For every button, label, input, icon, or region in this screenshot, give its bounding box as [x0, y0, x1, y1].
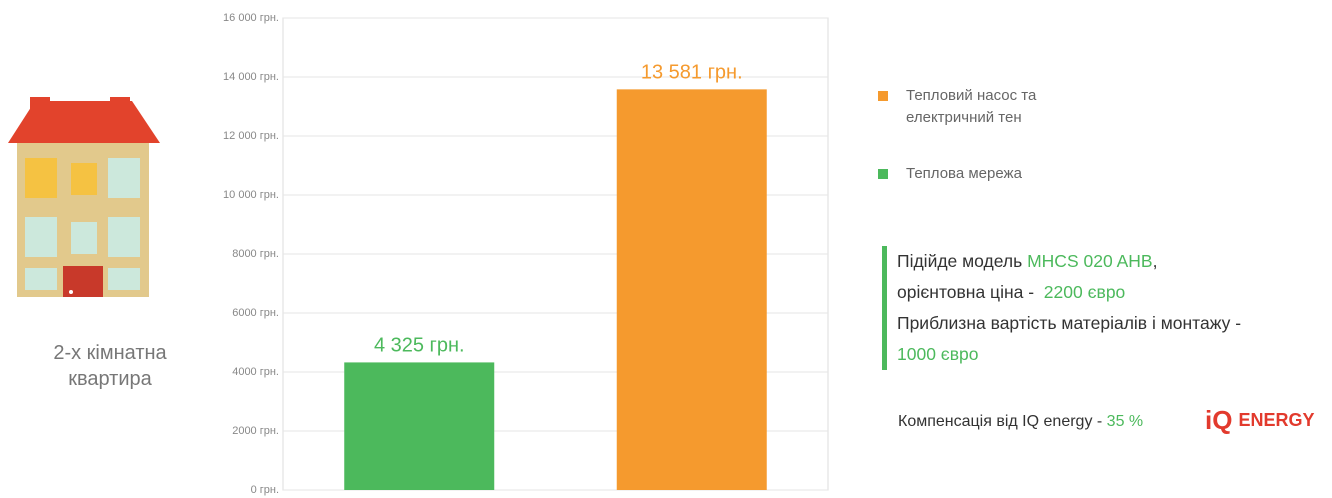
- y-tick-label: 12 000 грн.: [223, 130, 279, 142]
- house: [8, 97, 160, 297]
- info-line: орієнтовна ціна - 2200 євро: [897, 277, 1241, 308]
- info-line: Підійде модель MHCS 020 AHB,: [897, 246, 1241, 277]
- text: Приблизна вартість матеріалів і монтажу …: [897, 313, 1242, 333]
- compensation: Компенсація від IQ energy - 35 %: [898, 413, 1143, 431]
- logo: iQ ENERGY: [1205, 405, 1314, 436]
- text: орієнтовна ціна -: [897, 282, 1035, 302]
- legend-label: Тепловий насос та електричний тен: [906, 87, 1037, 126]
- legend-swatch: [878, 169, 888, 179]
- y-tick-label: 16 000 грн.: [223, 12, 279, 24]
- legend-item: Тепловий насос та електричний тен: [878, 85, 1096, 129]
- legend-item: Теплова мережа: [878, 163, 1096, 185]
- bar: [344, 362, 495, 490]
- y-tick-label: 0 грн.: [251, 484, 279, 496]
- legend-label: Теплова мережа: [906, 165, 1022, 182]
- price: 2200 євро: [1043, 282, 1126, 302]
- caption: 2-х кімнатна квартира: [53, 342, 167, 390]
- y-tick-label: 10 000 грн.: [223, 189, 279, 201]
- bar: [616, 89, 767, 490]
- y-tick-label: 2000 грн.: [232, 425, 279, 437]
- logo-name: ENERGY: [1238, 410, 1315, 430]
- value: 35 %: [1106, 413, 1144, 430]
- value-label: 4 325 грн.: [374, 335, 465, 357]
- value-label: 13 581 грн.: [641, 62, 743, 84]
- legend-swatch: [878, 91, 888, 101]
- model: MHCS 020 AHB: [1027, 251, 1153, 271]
- y-tick-label: 14 000 грн.: [223, 71, 279, 83]
- info-line: Приблизна вартість матеріалів і монтажу …: [897, 308, 1241, 370]
- y-tick-label: 6000 грн.: [232, 307, 279, 319]
- install: 1000 євро: [897, 344, 979, 364]
- info: Підійде модель MHCS 020 AHB, орієнтовна …: [882, 246, 1241, 370]
- logo-mark: iQ: [1205, 405, 1233, 435]
- y-tick-label: 4000 грн.: [232, 366, 279, 378]
- text: Компенсація від IQ energy -: [898, 413, 1103, 430]
- y-tick-label: 8000 грн.: [232, 248, 279, 260]
- text: ,: [1152, 251, 1158, 271]
- text: Підійде модель: [897, 251, 1023, 271]
